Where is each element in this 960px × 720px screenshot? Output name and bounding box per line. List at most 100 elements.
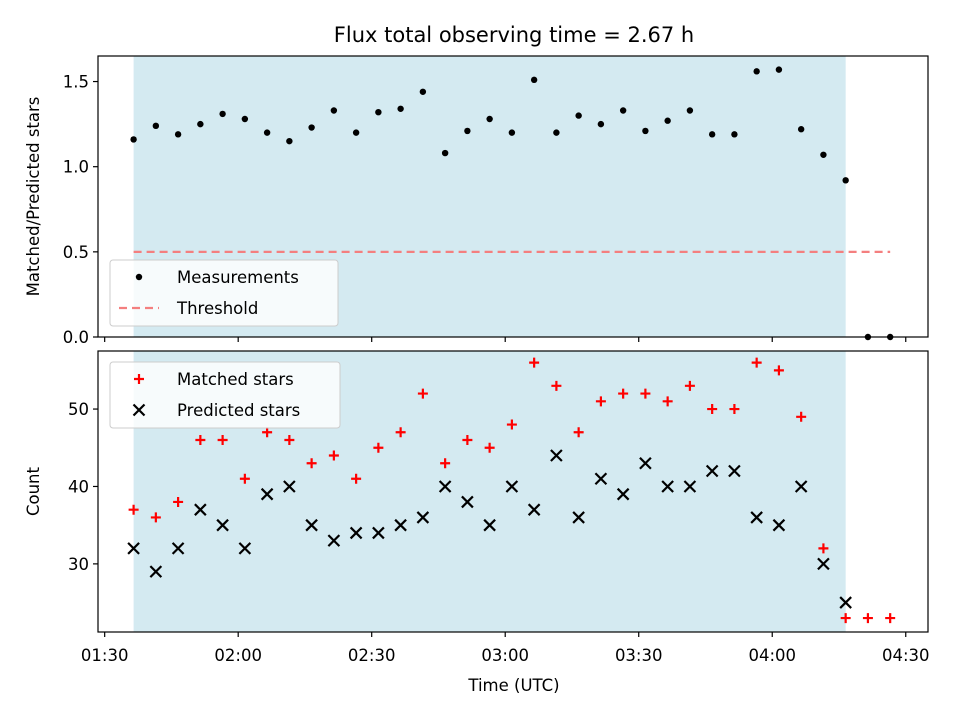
data-point (619, 107, 627, 114)
data-point (818, 543, 829, 554)
data-point (594, 472, 608, 486)
data-point (127, 542, 140, 555)
data-point (152, 122, 160, 130)
legend-handle (132, 403, 146, 417)
data-point (262, 427, 273, 438)
series-matched-stars (128, 357, 896, 624)
top-panel: 0.0 0.5 1.0 1.5 Matched/Predicted stars Measu… (24, 55, 929, 347)
data-point (551, 380, 562, 391)
axes-frame (97, 350, 929, 633)
data-point (440, 458, 451, 469)
data-point (731, 131, 738, 138)
data-point (195, 435, 206, 446)
data-point (349, 526, 363, 540)
data-point (862, 613, 873, 624)
data-point (260, 487, 274, 501)
data-point (484, 442, 495, 453)
data-point (284, 435, 295, 446)
y-axis-label: Count (24, 466, 43, 516)
x-axis-label: Time (UTC) (467, 676, 559, 695)
data-point (575, 112, 582, 119)
data-point (729, 404, 740, 415)
data-point (327, 534, 341, 547)
legend-box (109, 259, 339, 327)
legend: Matched stars Predicted stars (109, 361, 341, 429)
data-point (197, 120, 204, 128)
data-point (128, 504, 139, 515)
y-tick-label: 50 (68, 400, 89, 419)
data-point (149, 565, 163, 578)
data-point (263, 129, 271, 136)
y-tick-label: 1.5 (63, 73, 89, 92)
data-point (174, 131, 182, 138)
data-point (375, 109, 382, 116)
axes-frame (97, 55, 929, 338)
data-point (394, 518, 407, 532)
data-point (505, 480, 519, 493)
y-axis-label: Matched/Predicted stars (24, 97, 43, 297)
series-predicted-stars (127, 449, 852, 609)
data-point (171, 542, 185, 555)
y-tick-label: 40 (68, 477, 89, 496)
legend-label: Threshold (176, 299, 258, 318)
data-point (286, 137, 293, 145)
x-tick-label: 04:00 (748, 646, 796, 665)
data-point (885, 613, 896, 624)
data-point (395, 427, 406, 438)
data-point (684, 380, 695, 391)
y-tick-label: 0.0 (63, 328, 89, 347)
data-point (173, 496, 184, 507)
data-point (464, 127, 471, 135)
legend-handle (135, 273, 143, 281)
x-tick-label: 03:30 (615, 646, 663, 665)
data-point (661, 480, 674, 493)
data-point (241, 115, 249, 123)
bottom-panel: 30 40 50 01:30 02:00 02:30 03:00 03:30 04:00 04:3… (24, 350, 930, 695)
data-point (373, 442, 384, 453)
data-point (530, 76, 538, 84)
chart-title: Flux total observing time = 2.67 h (334, 23, 694, 47)
data-point (419, 88, 427, 95)
data-point (351, 473, 362, 484)
legend-box (109, 361, 341, 429)
data-point (216, 518, 229, 532)
legend-label: Matched stars (177, 370, 294, 389)
data-point (527, 503, 541, 516)
data-point (616, 487, 630, 501)
data-point (817, 557, 830, 571)
data-point (372, 526, 385, 540)
data-point (305, 518, 318, 532)
data-point (486, 115, 493, 123)
data-point (461, 495, 474, 509)
data-point (639, 456, 652, 470)
data-point (306, 458, 317, 469)
data-point (308, 124, 315, 131)
data-point (773, 365, 784, 376)
data-point (462, 435, 473, 446)
data-point (550, 449, 563, 462)
data-point (797, 126, 805, 133)
data-point (483, 518, 496, 532)
data-point (640, 388, 651, 399)
legend-label: Measurements (177, 268, 299, 287)
data-point (728, 464, 741, 478)
y-tick-label: 0.5 (63, 243, 89, 262)
data-point (239, 473, 250, 484)
y-tick-label: 1.0 (63, 158, 89, 177)
data-point (283, 480, 296, 493)
data-point (842, 177, 849, 184)
data-point (753, 68, 760, 75)
data-point (130, 136, 137, 143)
data-point (328, 450, 339, 461)
data-point (397, 105, 404, 112)
data-point (573, 427, 584, 438)
x-tick-label: 04:30 (882, 646, 930, 665)
data-point (839, 596, 852, 609)
x-tick-label: 02:30 (348, 646, 396, 665)
data-point (417, 388, 428, 399)
series-measurements (130, 66, 894, 341)
legend-label: Predicted stars (177, 401, 300, 420)
data-point (330, 107, 338, 114)
data-point (840, 613, 851, 624)
